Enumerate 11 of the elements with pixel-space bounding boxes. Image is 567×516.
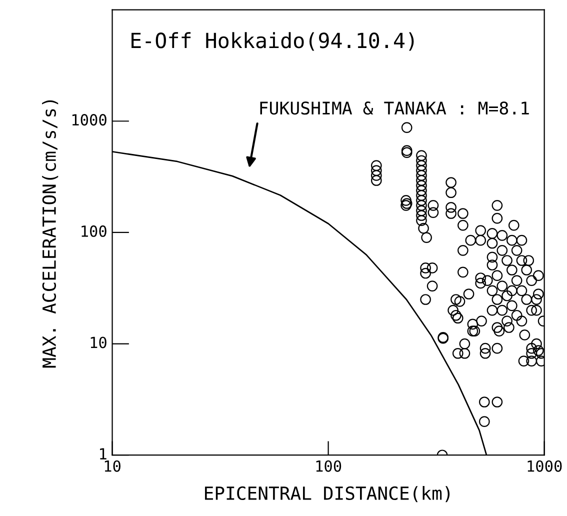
y-tick-label: 1 [100,448,106,460]
x-tick-label: 1000 [528,460,562,472]
y-tick-label: 100 [82,225,106,237]
text: E-Off Hokkaido(94.10.4) [132,32,414,51]
y-tick-label: 10 [90,336,106,348]
x-tick-label: 10 [104,460,120,472]
y-axis-title: MAX. ACCELERATION(cm/s/s) [42,100,58,368]
y-tick-label: 1000 [72,114,106,126]
x-axis-title: EPICENTRAL DISTANCE(km) [205,486,450,502]
annotation: FUKUSHIMA & TANAKA : M=8.1 [260,102,529,115]
x-tick-label: 100 [316,460,342,472]
